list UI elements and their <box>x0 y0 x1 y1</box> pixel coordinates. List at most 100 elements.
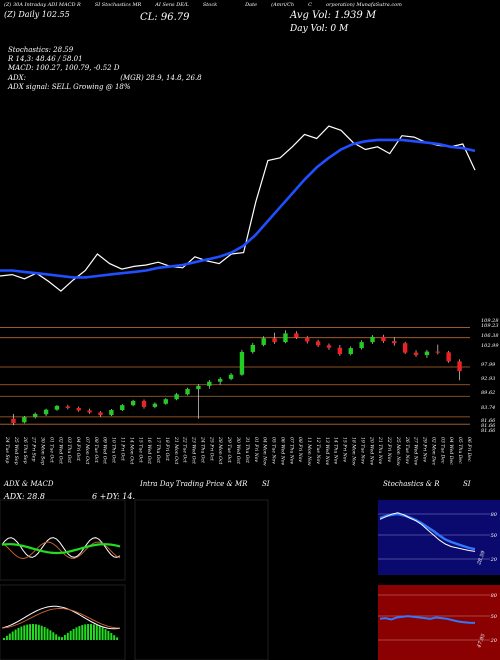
date-tick-2: 26 Thu Sep <box>22 436 28 464</box>
date-tick-4: 30 Mon Sep <box>40 437 46 465</box>
stoch-si-title: SI <box>463 480 471 488</box>
candle-body-39 <box>435 351 440 353</box>
date-tick-42: 21 Thu Nov <box>377 436 383 465</box>
date-tick-9: 07 Mon Oct <box>84 437 90 465</box>
candle-body-28 <box>315 341 321 346</box>
macd-hist-bar-14 <box>43 627 46 640</box>
candle-body-30 <box>337 347 343 355</box>
candle-body-3 <box>43 409 49 415</box>
candle-body-12 <box>141 400 147 407</box>
price-tick-0: 109.28 <box>481 318 499 324</box>
intraday-panel-frame <box>134 499 269 660</box>
macd-hist-bar-31 <box>92 624 95 640</box>
candle-body-2 <box>33 413 38 418</box>
date-tick-11: 09 Wed Oct <box>102 437 108 464</box>
macd-hist-bar-33 <box>98 626 101 640</box>
date-tick-12: 10 Thu Oct <box>111 437 117 463</box>
macd-hist-bar-19 <box>58 636 61 640</box>
macd-hist-bar-37 <box>110 633 113 640</box>
macd-hist-bar-0 <box>3 638 5 640</box>
price-tick-5: 92.93 <box>481 376 495 382</box>
date-tick-23: 25 Fri Oct <box>208 436 214 461</box>
avg-volume: Avg Vol: 1.939 M <box>290 10 377 21</box>
date-tick-29: 04 Mon Nov <box>262 437 268 466</box>
adx-minus-di-line <box>1 541 121 559</box>
candle-body-6 <box>76 407 81 411</box>
date-tick-5: 01 Tue Oct <box>48 437 54 463</box>
candle-body-35 <box>392 341 397 344</box>
macd-hist-bar-13 <box>40 625 43 640</box>
macd-hist-bar-9 <box>29 624 32 640</box>
line-series-0 <box>0 125 476 292</box>
stoch-value: 28.59 <box>476 549 487 566</box>
macd-hist-bar-27 <box>81 625 84 640</box>
candle-body-40 <box>446 352 451 362</box>
stoch-k-line <box>379 512 476 552</box>
date-tick-20: 22 Tue Oct <box>182 436 188 463</box>
macd-hist-bar-24 <box>72 628 75 640</box>
date-tick-46: 27 Wed Nov <box>413 436 419 466</box>
macd-hist-bar-30 <box>90 624 92 640</box>
candle-body-23 <box>261 338 266 345</box>
macd-hist-bar-10 <box>32 624 34 640</box>
macd-hist-bar-32 <box>95 625 98 640</box>
stoch-tick-2: 20 <box>490 557 498 563</box>
price-tick-1: 109.23 <box>481 323 499 329</box>
rsi-tick-2: 20 <box>490 638 498 644</box>
price-tick-9: 81.66 <box>481 423 496 429</box>
adx-value: ADX: 28.8 <box>4 492 45 501</box>
macd-hist-bar-4 <box>14 629 17 640</box>
macd-hist-bar-35 <box>104 629 107 640</box>
price-tick-3: 102.99 <box>481 343 499 349</box>
macd-hist-bar-23 <box>69 630 72 640</box>
candle-body-9 <box>109 410 114 415</box>
candle-body-25 <box>283 333 288 343</box>
date-tick-34: 11 Mon Nov <box>306 437 312 466</box>
stochastics-readout: Stochastics: 28.59 R 14,3: 48.46 / 58.01… <box>8 46 119 73</box>
date-tick-44: 25 Mon Nov <box>395 436 401 466</box>
macd-hist-bar-15 <box>46 628 49 640</box>
date-tick-47: 29 Fri Nov <box>422 436 428 462</box>
price-tick-2: 106.38 <box>481 333 499 339</box>
macd-panel-frame <box>0 584 126 660</box>
candle-body-8 <box>98 412 103 415</box>
date-tick-52: 06 Fri Dec <box>466 437 472 462</box>
date-tick-21: 23 Wed Oct <box>191 436 197 464</box>
adx-label: ADX: <box>8 74 27 82</box>
macd-hist-bar-17 <box>52 632 55 640</box>
rsi-tick-1: 50 <box>491 614 498 620</box>
macd-hist-bar-12 <box>37 624 40 640</box>
date-tick-17: 17 Thu Oct <box>155 437 161 463</box>
stochastics-value: Stochastics: 28.59 <box>8 46 74 54</box>
adx-plus-di-line <box>1 537 121 558</box>
date-tick-1: 25 Wed Sep <box>13 436 19 465</box>
candle-body-26 <box>294 333 299 338</box>
date-tick-32: 07 Thu Nov <box>288 437 294 465</box>
date-tick-30: 05 Tue Nov <box>271 437 277 464</box>
macd-hist-bar-36 <box>107 631 110 640</box>
top-caption-5: Date <box>245 2 258 8</box>
macd-hist-bar-39 <box>116 637 119 640</box>
stochastics-r-values: R 14,3: 48.46 / 58.01 <box>8 55 83 63</box>
macd-hist-bar-28 <box>84 624 87 640</box>
date-tick-16: 16 Wed Oct <box>146 437 152 464</box>
macd-hist-bar-38 <box>113 635 116 640</box>
candle-body-5 <box>65 406 71 408</box>
date-tick-31: 06 Wed Nov <box>279 437 285 466</box>
rsi-line <box>379 615 476 624</box>
stoch-panel-title: Stochastics & R <box>383 480 440 488</box>
top-caption-2: AI Sens DE/L <box>155 2 189 8</box>
macd-hist-bar-25 <box>75 627 78 640</box>
macd-hist-bar-21 <box>63 634 66 640</box>
candle-body-17 <box>196 385 201 390</box>
top-caption-0: (Z) 30A Intraday ADI MACD R <box>4 2 81 8</box>
date-tick-25: 29 Tue Oct <box>226 436 232 463</box>
date-tick-3: 27 Fri Sep <box>31 436 37 461</box>
candle-body-29 <box>326 345 332 348</box>
top-caption-7: C <box>308 2 312 8</box>
macd-hist-bar-6 <box>20 626 23 640</box>
top-caption-bar: (Z) 30A Intraday ADI MACD R SI Stochastic… <box>4 2 498 8</box>
adx-extra: 6 +DY: 14. <box>92 492 136 501</box>
date-tick-15: 15 Tue Oct <box>137 437 143 463</box>
